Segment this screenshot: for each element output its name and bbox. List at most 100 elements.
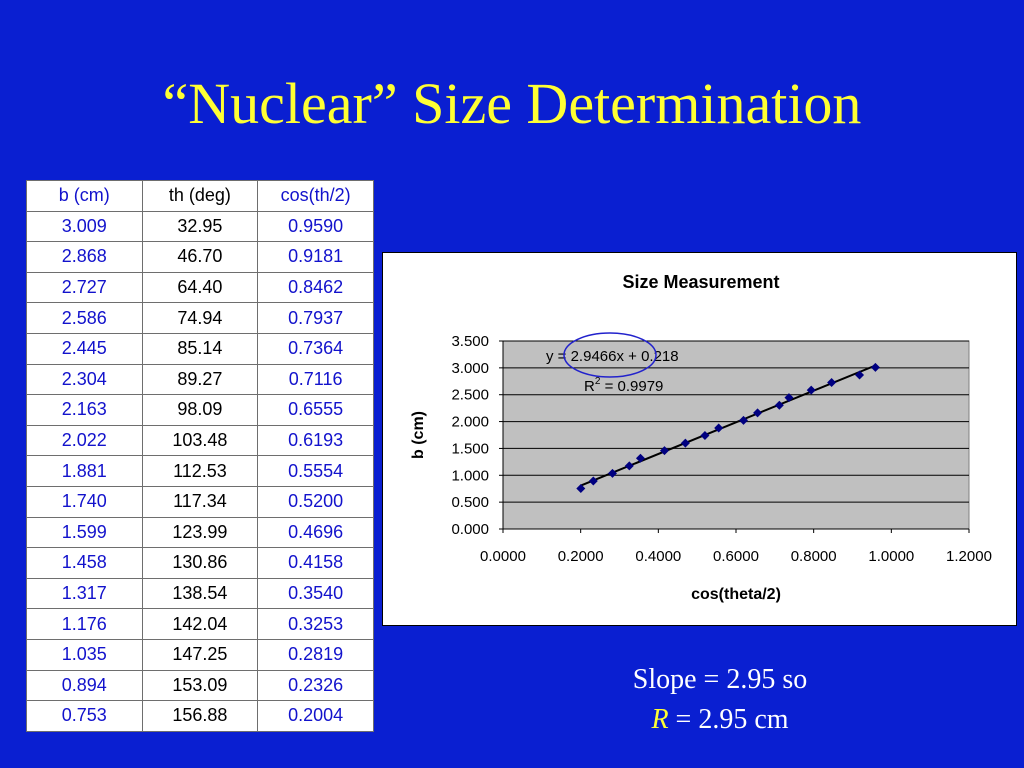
table-row: 2.727 64.40 0.8462 xyxy=(26,271,374,304)
cell-cos: 0.6193 xyxy=(257,424,374,457)
cell-cos: 0.2326 xyxy=(257,669,374,702)
cell-th: 130.86 xyxy=(141,547,259,579)
cell-cos: 0.6555 xyxy=(257,394,374,426)
cell-th: 32.95 xyxy=(141,210,259,243)
data-point xyxy=(784,393,794,403)
table-row: 2.022 103.48 0.6193 xyxy=(26,424,374,457)
y-axis-label: b (cm) xyxy=(410,411,427,459)
cell-th: 138.54 xyxy=(141,577,259,610)
y-tick-label: 1.000 xyxy=(451,467,489,484)
table-row: 1.035 147.25 0.2819 xyxy=(26,638,374,671)
cell-cos: 0.5554 xyxy=(257,455,374,487)
chart-title: Size Measurement xyxy=(622,272,779,292)
table-row: 2.304 89.27 0.7116 xyxy=(26,363,374,396)
y-tick-label: 3.500 xyxy=(451,333,489,350)
cell-b: 2.868 xyxy=(26,241,143,273)
table-body: 3.009 32.95 0.9590 2.868 46.70 0.9181 2.727 64.… xyxy=(26,210,374,732)
cell-cos: 0.9181 xyxy=(257,241,374,273)
cell-cos: 0.9590 xyxy=(257,210,374,243)
cell-cos: 0.8462 xyxy=(257,271,374,304)
cell-cos: 0.7364 xyxy=(257,332,374,365)
data-point xyxy=(700,431,710,441)
table-row: 2.868 46.70 0.9181 xyxy=(26,241,374,273)
y-tick-label: 0.000 xyxy=(451,521,489,538)
data-point xyxy=(714,423,724,433)
data-point xyxy=(607,468,617,478)
conclusion-line-2: R = 2.95 cm xyxy=(560,700,880,740)
table-row: 2.445 85.14 0.7364 xyxy=(26,332,374,365)
cell-th: 142.04 xyxy=(141,608,259,640)
y-tick-label: 1.500 xyxy=(451,440,489,457)
cell-b: 2.163 xyxy=(26,394,143,426)
table-row: 1.599 123.99 0.4696 xyxy=(26,516,374,549)
cell-th: 89.27 xyxy=(141,363,259,396)
data-point xyxy=(806,385,816,395)
cell-th: 156.88 xyxy=(141,700,259,732)
y-tick-label: 2.000 xyxy=(451,414,489,431)
cell-th: 98.09 xyxy=(141,394,259,426)
cell-b: 2.304 xyxy=(26,363,143,396)
y-tick-label: 0.500 xyxy=(451,494,489,511)
x-tick-label: 0.2000 xyxy=(558,548,604,565)
data-point xyxy=(588,476,598,486)
cell-th: 147.25 xyxy=(141,638,259,671)
x-tick-label: 1.2000 xyxy=(946,548,992,565)
x-tick-label: 1.0000 xyxy=(868,548,914,565)
header-th: th (deg) xyxy=(141,180,259,212)
cell-b: 0.753 xyxy=(26,700,143,732)
cell-cos: 0.4696 xyxy=(257,516,374,549)
table-row: 1.317 138.54 0.3540 xyxy=(26,577,374,610)
cell-b: 1.035 xyxy=(26,638,143,671)
chart-panel: 0.000 0.500 1.000 1.500 2.000 2.500 3.000 3.500… xyxy=(382,252,1017,626)
header-b: b (cm) xyxy=(26,180,143,212)
x-axis-label: cos(theta/2) xyxy=(691,586,781,603)
table-row: 2.163 98.09 0.6555 xyxy=(26,394,374,426)
slide-title: “Nuclear” Size Determination xyxy=(162,71,862,136)
r-squared-r: R xyxy=(584,378,595,395)
data-point xyxy=(624,461,634,471)
cell-cos: 0.2819 xyxy=(257,638,374,671)
conclusion-line-2-value: = 2.95 cm xyxy=(668,704,789,735)
table-row: 3.009 32.95 0.9590 xyxy=(26,210,374,243)
conclusion-text: Slope = 2.95 so R = 2.95 cm xyxy=(560,660,880,740)
table-row: 1.881 112.53 0.5554 xyxy=(26,455,374,487)
cell-th: 112.53 xyxy=(141,455,259,487)
radius-symbol: R xyxy=(651,704,669,735)
cell-th: 117.34 xyxy=(141,485,259,518)
cell-b: 1.176 xyxy=(26,608,143,640)
cell-th: 85.14 xyxy=(141,332,259,365)
data-point xyxy=(659,446,669,456)
cell-b: 2.445 xyxy=(26,332,143,365)
data-point xyxy=(870,362,880,372)
data-point xyxy=(680,438,690,448)
data-point xyxy=(753,408,763,418)
cell-th: 64.40 xyxy=(141,271,259,304)
cell-b: 0.894 xyxy=(26,669,143,702)
x-tick-label: 0.6000 xyxy=(713,548,759,565)
data-point xyxy=(738,415,748,425)
cell-b: 2.727 xyxy=(26,271,143,304)
table-row: 2.586 74.94 0.7937 xyxy=(26,302,374,334)
data-point xyxy=(576,484,586,494)
data-point xyxy=(774,400,784,410)
table-row: 1.740 117.34 0.5200 xyxy=(26,485,374,518)
data-point xyxy=(635,453,645,463)
x-tick-label: 0.8000 xyxy=(791,548,837,565)
header-cos: cos(th/2) xyxy=(257,180,374,212)
cell-cos: 0.5200 xyxy=(257,485,374,518)
table-row: 1.176 142.04 0.3253 xyxy=(26,608,374,640)
cell-cos: 0.7937 xyxy=(257,302,374,334)
cell-b: 2.586 xyxy=(26,302,143,334)
table-header-row: b (cm) th (deg) cos(th/2) xyxy=(26,180,374,212)
r-squared-sup: 2 xyxy=(595,376,601,387)
r-squared-label: R2 = 0.9979 xyxy=(584,376,663,395)
x-tick-label: 0.4000 xyxy=(635,548,681,565)
cell-cos: 0.3540 xyxy=(257,577,374,610)
x-tick-label: 0.0000 xyxy=(480,548,526,565)
table-row: 0.753 156.88 0.2004 xyxy=(26,700,374,732)
conclusion-line-1: Slope = 2.95 so xyxy=(632,664,808,695)
scatter-chart: 0.000 0.500 1.000 1.500 2.000 2.500 3.000 3.500… xyxy=(410,272,992,603)
cell-th: 103.48 xyxy=(141,424,259,457)
cell-cos: 0.3253 xyxy=(257,608,374,640)
cell-b: 1.458 xyxy=(26,547,143,579)
